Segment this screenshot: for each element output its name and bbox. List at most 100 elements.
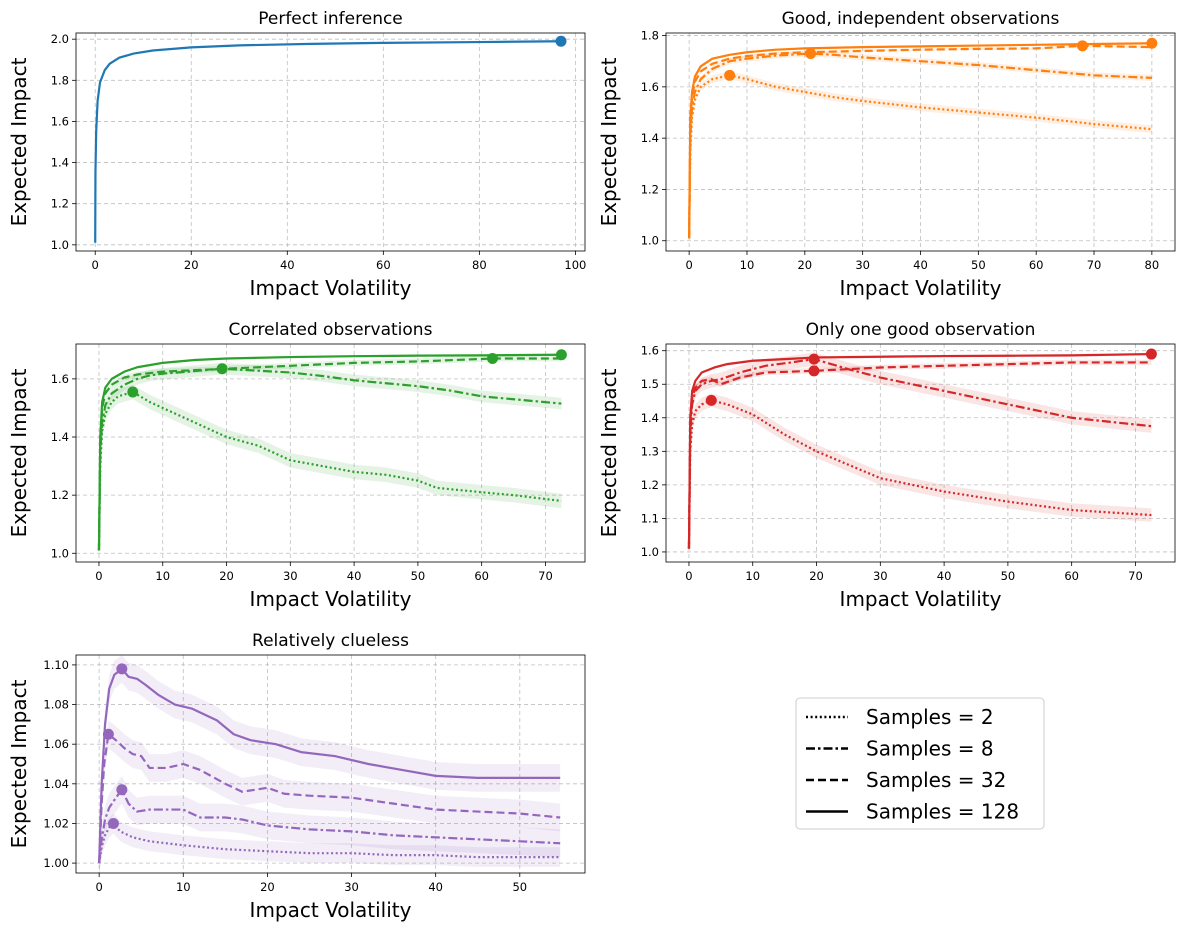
y-tick-label: 1.2 bbox=[51, 488, 69, 502]
legend-label: Samples = 2 bbox=[866, 705, 994, 729]
x-tick-label: 0 bbox=[95, 569, 102, 583]
peak-marker-samples-32 bbox=[102, 728, 114, 740]
peak-marker-samples-128 bbox=[116, 663, 128, 675]
legend-label: Samples = 8 bbox=[866, 737, 994, 761]
x-tick-label: 10 bbox=[176, 880, 191, 894]
peak-marker-samples-8 bbox=[216, 363, 228, 375]
x-tick-label: 10 bbox=[745, 569, 760, 583]
x-tick-label: 20 bbox=[797, 258, 812, 272]
subplot-4: 0 10 20 30 40 50 60 70 1.0 1.1 1.2 1.3 1.4 1.5 1.6 Only… bbox=[597, 320, 1176, 611]
peak-marker-samples-128 bbox=[1146, 37, 1158, 49]
y-tick-label: 1.4 bbox=[51, 156, 69, 170]
y-tick-label: 1.4 bbox=[641, 131, 659, 145]
x-tick-label: 40 bbox=[937, 569, 952, 583]
peak-marker-samples-2 bbox=[107, 817, 119, 829]
x-axis-label: Impact Volatility bbox=[250, 587, 412, 611]
series-band-samples-32 bbox=[98, 355, 562, 554]
series-band-samples-8 bbox=[98, 362, 562, 557]
series-line-samples-128 bbox=[688, 42, 1152, 239]
y-tick-label: 1.4 bbox=[51, 430, 69, 444]
y-tick-label: 1.6 bbox=[51, 114, 69, 128]
subplot-3: 0 10 20 30 40 50 60 70 1.0 1.2 1.4 1.6 Correlated ob… bbox=[7, 320, 586, 611]
series-line-samples-2 bbox=[98, 822, 561, 864]
y-tick-label: 1.8 bbox=[51, 73, 69, 87]
series-line-samples-128 bbox=[98, 667, 561, 864]
peak-marker-samples-8 bbox=[808, 353, 820, 365]
x-tick-label: 70 bbox=[1128, 569, 1143, 583]
y-tick-label: 1.0 bbox=[51, 238, 69, 252]
series-line-samples-2 bbox=[688, 74, 1152, 239]
x-tick-label: 0 bbox=[92, 258, 99, 272]
x-tick-label: 20 bbox=[260, 880, 275, 894]
x-tick-label: 70 bbox=[538, 569, 553, 583]
y-axis-label: Expected Impact bbox=[597, 368, 621, 537]
x-tick-label: 0 bbox=[685, 258, 692, 272]
y-tick-label: 1.6 bbox=[641, 344, 659, 358]
legend-frame bbox=[795, 697, 1045, 830]
axes-frame bbox=[75, 343, 586, 563]
subplot-2: 0 10 20 30 40 50 60 70 80 1.0 1.2 1.4 1.6 1.8 Good, in… bbox=[597, 9, 1176, 300]
legend-label: Samples = 32 bbox=[866, 768, 1006, 792]
x-tick-label: 70 bbox=[1087, 258, 1102, 272]
series-band-samples-8 bbox=[688, 352, 1152, 556]
series-line-samples-128 bbox=[97, 353, 562, 551]
x-axis-label: Impact Volatility bbox=[250, 898, 412, 922]
x-tick-label: 60 bbox=[474, 569, 489, 583]
x-tick-label: 60 bbox=[1029, 258, 1044, 272]
x-tick-label: 60 bbox=[376, 258, 391, 272]
y-tick-label: 1.3 bbox=[641, 444, 659, 458]
series-band-samples-2 bbox=[688, 393, 1152, 556]
x-tick-label: 50 bbox=[512, 880, 527, 894]
x-tick-label: 0 bbox=[685, 569, 692, 583]
series-band-samples-8 bbox=[99, 775, 561, 873]
y-axis-label: Expected Impact bbox=[7, 679, 31, 848]
series-band-samples-2 bbox=[98, 384, 562, 558]
x-tick-label: 30 bbox=[344, 880, 359, 894]
peak-marker-samples-32 bbox=[487, 353, 499, 365]
x-tick-label: 30 bbox=[855, 258, 870, 272]
y-tick-label: 1.1 bbox=[641, 511, 659, 525]
peak-marker-samples-32 bbox=[1076, 40, 1088, 52]
x-tick-label: 50 bbox=[971, 258, 986, 272]
y-tick-label: 1.4 bbox=[641, 411, 659, 425]
y-tick-label: 1.2 bbox=[641, 182, 659, 196]
y-axis-label: Expected Impact bbox=[597, 57, 621, 226]
x-tick-label: 50 bbox=[411, 569, 426, 583]
y-tick-label: 1.0 bbox=[641, 234, 659, 248]
subplot-1: 0 20 40 60 80 100 1.0 1.2 1.4 1.6 1.8 2.0 Perfect in… bbox=[7, 9, 586, 300]
y-tick-label: 1.6 bbox=[641, 80, 659, 94]
series-band-samples-128 bbox=[99, 655, 561, 873]
peak-marker-samples-128 bbox=[555, 349, 567, 361]
legend-label: Samples = 128 bbox=[866, 800, 1019, 824]
peak-marker-samples-128 bbox=[555, 35, 567, 47]
x-tick-label: 60 bbox=[1064, 569, 1079, 583]
peak-marker-samples-8 bbox=[805, 48, 817, 60]
x-tick-label: 80 bbox=[1145, 258, 1160, 272]
series-band-samples-2 bbox=[689, 71, 1152, 243]
y-tick-label: 1.02 bbox=[43, 816, 69, 830]
x-tick-label: 0 bbox=[95, 880, 102, 894]
y-tick-label: 1.06 bbox=[43, 737, 69, 751]
peak-marker-samples-32 bbox=[808, 365, 820, 377]
series-line-samples-32 bbox=[97, 357, 562, 551]
y-tick-label: 1.2 bbox=[51, 197, 69, 211]
peak-marker-samples-128 bbox=[1145, 348, 1157, 360]
x-tick-label: 100 bbox=[564, 258, 586, 272]
y-tick-label: 1.6 bbox=[51, 372, 69, 386]
series-line-samples-32 bbox=[687, 361, 1152, 549]
peak-marker-samples-2 bbox=[705, 394, 717, 406]
x-tick-label: 40 bbox=[913, 258, 928, 272]
x-tick-label: 40 bbox=[280, 258, 295, 272]
x-axis-label: Impact Volatility bbox=[840, 276, 1002, 300]
subplot-title: Relatively clueless bbox=[252, 631, 409, 651]
y-tick-label: 1.10 bbox=[43, 658, 69, 672]
x-tick-label: 10 bbox=[740, 258, 755, 272]
x-tick-label: 80 bbox=[472, 258, 487, 272]
y-axis-label: Expected Impact bbox=[7, 57, 31, 226]
subplot-title: Correlated observations bbox=[229, 320, 433, 340]
y-axis-label: Expected Impact bbox=[7, 368, 31, 537]
y-tick-label: 1.0 bbox=[641, 545, 659, 559]
axes-frame bbox=[75, 32, 586, 252]
y-tick-label: 1.04 bbox=[43, 777, 69, 791]
x-tick-label: 20 bbox=[809, 569, 824, 583]
